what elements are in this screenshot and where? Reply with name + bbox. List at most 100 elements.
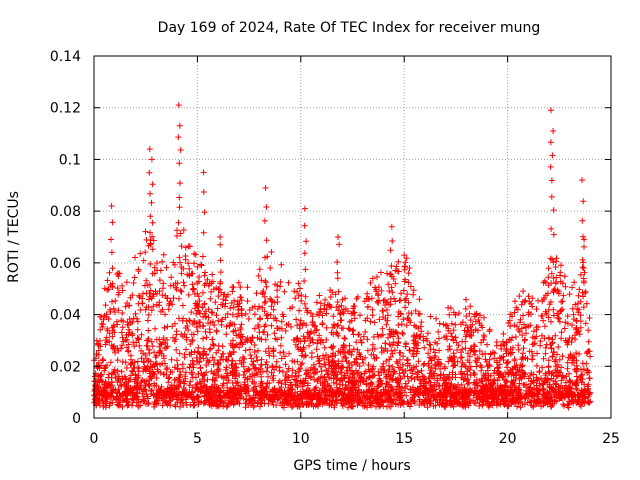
data-point	[150, 303, 157, 310]
data-point	[160, 251, 167, 258]
data-point	[445, 325, 452, 332]
data-point	[304, 309, 311, 316]
data-point	[360, 360, 367, 366]
data-point	[340, 342, 347, 348]
data-point	[559, 372, 566, 379]
data-point	[417, 386, 424, 392]
data-point	[522, 354, 529, 361]
data-point	[437, 372, 444, 379]
data-point	[470, 370, 477, 377]
data-point	[320, 352, 326, 359]
data-point	[577, 298, 584, 305]
data-point	[294, 377, 301, 384]
data-point	[287, 382, 294, 389]
data-point	[165, 375, 172, 382]
data-point	[100, 316, 107, 323]
data-point	[428, 364, 435, 371]
data-point	[479, 386, 486, 393]
data-point	[309, 313, 316, 320]
data-point	[573, 350, 580, 356]
data-point	[544, 379, 551, 386]
data-point	[205, 320, 211, 327]
data-point	[344, 308, 351, 315]
data-point	[580, 259, 587, 266]
data-point	[178, 264, 185, 270]
data-point	[390, 333, 396, 340]
data-point	[388, 399, 395, 406]
data-point	[550, 385, 557, 392]
data-point	[140, 257, 147, 264]
data-point	[511, 322, 518, 329]
data-point	[129, 332, 136, 339]
data-point	[143, 342, 150, 349]
data-point	[134, 318, 141, 325]
data-point	[177, 230, 184, 237]
data-point	[109, 333, 116, 340]
data-point	[531, 391, 538, 398]
data-point	[194, 393, 201, 400]
data-point	[531, 335, 538, 342]
data-point	[148, 156, 155, 163]
data-point	[523, 381, 529, 388]
data-point	[229, 342, 236, 349]
data-point	[573, 317, 580, 324]
data-point	[154, 290, 160, 297]
data-point	[413, 333, 420, 339]
data-point	[494, 364, 501, 371]
data-point	[296, 285, 303, 292]
data-point	[211, 357, 218, 364]
data-point	[473, 376, 480, 383]
data-point	[580, 304, 587, 311]
data-point	[454, 399, 461, 406]
data-point	[224, 310, 231, 317]
data-point	[393, 386, 400, 393]
data-point	[548, 270, 555, 277]
data-point	[312, 365, 318, 372]
data-point	[107, 359, 114, 366]
data-point	[123, 332, 130, 338]
data-point	[533, 385, 540, 392]
data-point	[124, 321, 131, 328]
data-point	[99, 356, 106, 363]
data-point	[123, 279, 130, 286]
data-point	[442, 321, 449, 328]
data-point	[222, 391, 229, 398]
data-point	[110, 305, 117, 312]
data-point	[580, 366, 587, 373]
data-point	[450, 403, 457, 410]
data-point	[447, 402, 454, 409]
data-point	[399, 384, 405, 391]
data-point	[234, 379, 241, 386]
data-point	[388, 347, 395, 354]
data-point	[447, 397, 453, 404]
data-point	[246, 346, 253, 353]
data-point	[153, 301, 160, 308]
data-point	[451, 362, 458, 368]
data-point	[530, 328, 537, 335]
data-point	[295, 280, 302, 287]
x-tick-label: 10	[292, 431, 310, 447]
data-point	[359, 356, 366, 363]
data-point	[335, 321, 341, 328]
data-point	[222, 314, 229, 321]
data-point	[329, 352, 336, 359]
data-point	[448, 330, 454, 337]
data-point	[569, 380, 576, 386]
data-point	[176, 374, 183, 381]
data-point	[138, 355, 145, 362]
data-point	[535, 389, 542, 396]
data-point	[119, 403, 126, 410]
data-point	[200, 322, 207, 329]
data-point	[498, 396, 505, 403]
data-point	[285, 279, 292, 286]
data-point	[399, 399, 406, 406]
data-point	[277, 349, 284, 356]
data-point	[177, 259, 183, 266]
data-point	[333, 384, 340, 391]
data-point	[542, 393, 549, 400]
data-point	[438, 371, 444, 378]
data-point	[404, 362, 411, 369]
data-point	[103, 362, 110, 369]
data-point	[218, 301, 225, 308]
data-point	[518, 392, 525, 399]
